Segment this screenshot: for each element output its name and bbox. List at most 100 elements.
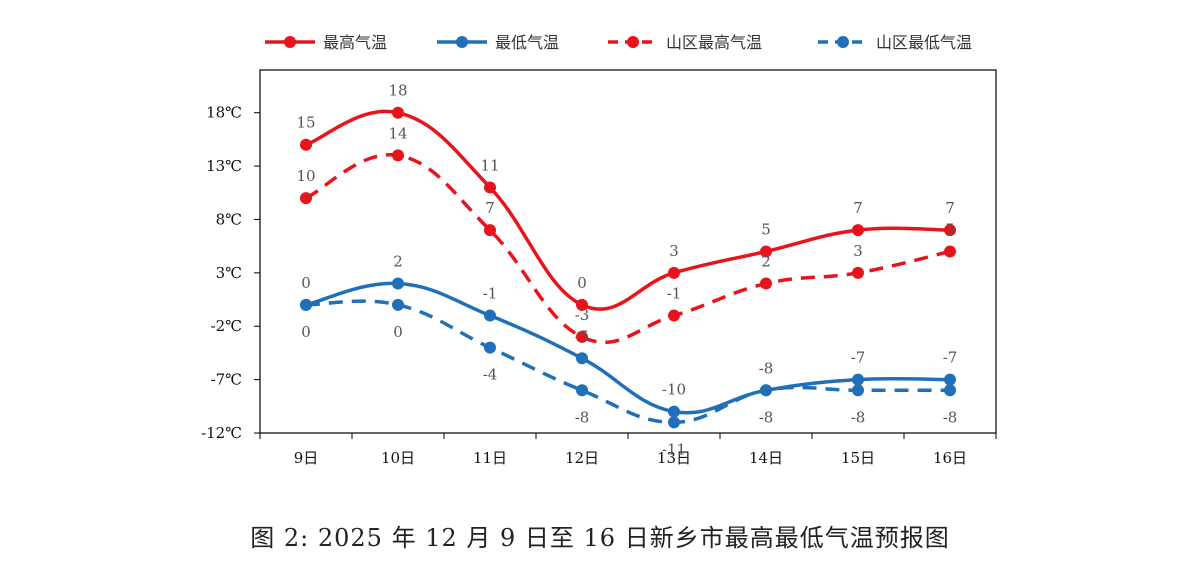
data-point	[484, 309, 496, 322]
legend-marker	[627, 36, 639, 48]
data-point	[300, 138, 312, 151]
data-labels: 10 14 7 -3 -1 2 3 5 0 0 -4 -8 -11 -8 -8 -8 15 18 11 0 3 5 7 7 0 2…	[296, 82, 957, 459]
data-point	[760, 384, 772, 397]
data-label: 3	[853, 242, 863, 260]
data-label: 7	[485, 199, 495, 217]
data-label: -4	[483, 366, 498, 384]
x-tick-label: 10日	[381, 449, 415, 467]
data-label: -8	[759, 359, 774, 377]
data-label: 2	[761, 253, 771, 271]
x-tick-label: 15日	[841, 449, 875, 467]
data-point	[300, 298, 312, 311]
x-tick-label: 16日	[933, 449, 967, 467]
data-label: 5	[945, 221, 955, 239]
data-point	[852, 373, 864, 386]
series-lines	[304, 109, 952, 425]
series-line-3	[305, 153, 951, 344]
legend-label: 最高气温	[323, 33, 387, 52]
data-point	[668, 266, 680, 279]
x-tick-label: 13日	[657, 449, 691, 467]
data-label: 14	[388, 124, 407, 142]
data-label: 5	[761, 221, 771, 239]
data-label: 10	[296, 167, 315, 185]
data-point	[852, 266, 864, 279]
data-label: -3	[575, 306, 590, 324]
data-label: -1	[667, 285, 682, 303]
data-label: 0	[393, 323, 403, 341]
data-point	[760, 277, 772, 290]
y-tick-label: -7℃	[211, 371, 242, 389]
data-label: 0	[577, 274, 587, 292]
series-points	[300, 106, 956, 429]
y-tick-label: 13℃	[206, 157, 242, 175]
data-label: 0	[301, 323, 311, 341]
series-line-2	[304, 281, 952, 415]
y-tick-label: -2℃	[211, 317, 242, 335]
y-tick-label: 18℃	[206, 104, 242, 122]
chart: 最高气温 最低气温 山区最高气温 山区最低气温 18℃13℃8℃3℃-2℃-7℃-12…	[201, 33, 997, 467]
legend-marker	[284, 36, 296, 48]
x-axis: 9日 10日 11日 12日 13日 14日 15日 16日	[259, 433, 997, 467]
y-tick-label: -12℃	[201, 424, 242, 442]
legend-item-3: 山区最高气温	[608, 33, 762, 52]
legend-marker	[456, 36, 468, 48]
legend-label: 山区最低气温	[876, 33, 972, 52]
data-label: 7	[853, 199, 863, 217]
x-tick-label: 12日	[565, 449, 599, 467]
x-tick-label: 14日	[749, 449, 783, 467]
data-point	[852, 384, 864, 397]
data-label: 7	[945, 199, 955, 217]
data-point	[944, 373, 956, 386]
data-point	[484, 181, 496, 194]
data-label: -8	[851, 408, 866, 426]
data-point	[576, 384, 588, 397]
legend-label: 最低气温	[495, 33, 559, 52]
data-label: 15	[296, 114, 315, 132]
data-point	[668, 405, 680, 418]
legend-label: 山区最高气温	[666, 33, 762, 52]
legend-item-4: 山区最低气温	[818, 33, 972, 52]
data-point	[668, 416, 680, 429]
data-point	[852, 224, 864, 237]
data-label: -7	[851, 349, 866, 367]
data-point	[392, 298, 404, 311]
data-label: -8	[575, 408, 590, 426]
chart-caption: 图 2: 2025 年 12 月 9 日至 16 日新乡市最高最低气温预报图	[250, 524, 950, 552]
legend-item-2: 最低气温	[437, 33, 559, 52]
data-point	[576, 330, 588, 343]
data-label: -11	[662, 440, 686, 458]
data-label: -1	[483, 285, 498, 303]
x-tick-label: 11日	[473, 449, 507, 467]
data-label: 11	[480, 156, 499, 174]
x-tick-label: 9日	[294, 449, 319, 467]
data-label: 3	[669, 242, 679, 260]
data-point	[576, 298, 588, 311]
data-label: -8	[759, 408, 774, 426]
data-label: -7	[943, 349, 958, 367]
data-label: 0	[301, 274, 311, 292]
data-label: -5	[575, 327, 590, 345]
data-point	[392, 149, 404, 162]
legend-item-1: 最高气温	[265, 33, 387, 52]
data-point	[760, 245, 772, 258]
y-tick-label: 3℃	[216, 264, 242, 282]
data-point	[944, 224, 956, 237]
data-point	[484, 224, 496, 237]
legend-marker	[837, 36, 849, 48]
data-point	[392, 277, 404, 290]
data-point	[484, 341, 496, 354]
data-point	[944, 384, 956, 397]
y-axis: 18℃ 13℃ 8℃ 3℃ -2℃ -7℃ -12℃	[201, 104, 260, 442]
series-line-1	[304, 109, 952, 311]
y-tick-label: 8℃	[216, 210, 242, 228]
data-point	[576, 352, 588, 365]
data-label: 18	[388, 82, 407, 100]
data-label: -8	[943, 408, 958, 426]
data-point	[392, 106, 404, 119]
data-label: -10	[662, 381, 686, 399]
data-point	[300, 192, 312, 205]
data-point	[668, 309, 680, 322]
data-label: 2	[393, 253, 403, 271]
data-point	[944, 245, 956, 258]
legend: 最高气温 最低气温 山区最高气温 山区最低气温	[265, 33, 972, 52]
